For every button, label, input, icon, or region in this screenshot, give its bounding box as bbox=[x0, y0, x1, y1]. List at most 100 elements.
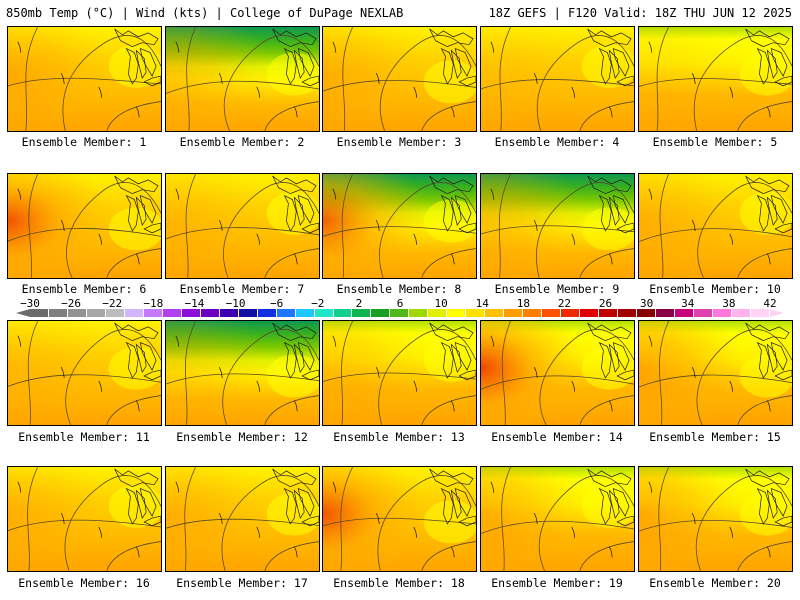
ensemble-member-caption: Ensemble Member: 6 bbox=[5, 282, 163, 296]
ensemble-member-caption: Ensemble Member: 4 bbox=[478, 135, 636, 149]
temperature-field bbox=[8, 27, 161, 131]
ensemble-member-caption: Ensemble Member: 13 bbox=[320, 430, 478, 444]
colorbar-swatch bbox=[257, 309, 277, 317]
colorbar-swatch bbox=[750, 309, 770, 317]
member-number: 10 bbox=[760, 282, 781, 296]
colorbar-swatch bbox=[712, 309, 732, 317]
member-label: Ensemble Member: bbox=[336, 282, 448, 296]
colorbar-swatch bbox=[219, 309, 239, 317]
colorbar-swatch bbox=[371, 309, 391, 317]
colorbar-swatch bbox=[200, 309, 220, 317]
colorbar-swatch bbox=[333, 309, 353, 317]
ensemble-member-map[interactable] bbox=[638, 320, 793, 426]
ensemble-member-caption: Ensemble Member: 16 bbox=[5, 576, 163, 590]
temperature-field bbox=[639, 321, 792, 425]
colorbar-swatch bbox=[466, 309, 486, 317]
ensemble-member-caption: Ensemble Member: 8 bbox=[320, 282, 478, 296]
temperature-field bbox=[8, 174, 161, 278]
temperature-field bbox=[8, 321, 161, 425]
colorbar-swatch bbox=[48, 309, 68, 317]
member-number: 13 bbox=[444, 430, 465, 444]
colorbar-swatch bbox=[447, 309, 467, 317]
ensemble-member-map[interactable] bbox=[7, 320, 162, 426]
member-label: Ensemble Member: bbox=[336, 135, 448, 149]
colorbar-tick-label: −14 bbox=[184, 297, 205, 310]
temperature-field bbox=[323, 467, 476, 571]
colorbar-swatch bbox=[352, 309, 372, 317]
ensemble-member-map[interactable] bbox=[7, 173, 162, 279]
colorbar-swatch bbox=[181, 309, 201, 317]
ensemble-member-map[interactable] bbox=[165, 173, 320, 279]
colorbar-max-arrow bbox=[770, 309, 784, 317]
colorbar-tick-label: 10 bbox=[434, 297, 448, 310]
ensemble-member-map[interactable] bbox=[638, 466, 793, 572]
ensemble-member-map[interactable] bbox=[165, 466, 320, 572]
temperature-field bbox=[166, 321, 319, 425]
member-label: Ensemble Member: bbox=[649, 282, 760, 296]
colorbar-swatch bbox=[314, 309, 334, 317]
member-number: 7 bbox=[290, 282, 305, 296]
member-label: Ensemble Member: bbox=[333, 576, 444, 590]
member-number: 15 bbox=[760, 430, 781, 444]
ensemble-member-caption: Ensemble Member: 3 bbox=[320, 135, 478, 149]
ensemble-member-caption: Ensemble Member: 2 bbox=[163, 135, 321, 149]
colorbar-swatch bbox=[542, 309, 562, 317]
colorbar-swatch bbox=[276, 309, 296, 317]
colorbar-tick-label: 18 bbox=[516, 297, 530, 310]
ensemble-member-map[interactable] bbox=[638, 26, 793, 132]
colorbar-swatch bbox=[693, 309, 713, 317]
colorbar-tick-label: −6 bbox=[270, 297, 284, 310]
colorbar-tick-label: −30 bbox=[20, 297, 40, 310]
colorbar-tick-label: −10 bbox=[225, 297, 246, 310]
member-number: 1 bbox=[132, 135, 147, 149]
ensemble-member-caption: Ensemble Member: 19 bbox=[478, 576, 636, 590]
ensemble-member-caption: Ensemble Member: 12 bbox=[163, 430, 321, 444]
ensemble-member-map[interactable] bbox=[7, 466, 162, 572]
member-number: 19 bbox=[602, 576, 623, 590]
member-label: Ensemble Member: bbox=[491, 576, 602, 590]
ensemble-member-map[interactable] bbox=[322, 173, 477, 279]
colorbar-tick-labels: −30 −26 −22 −18 −14 −10 −6 −2 2 6 10 14 18 22 26 30 34 38… bbox=[20, 297, 777, 310]
temperature-field bbox=[8, 467, 161, 571]
ensemble-member-map[interactable] bbox=[480, 173, 635, 279]
ensemble-member-map[interactable] bbox=[322, 26, 477, 132]
colorbar-swatch bbox=[124, 309, 144, 317]
ensemble-member-map[interactable] bbox=[480, 26, 635, 132]
ensemble-member-caption: Ensemble Member: 17 bbox=[163, 576, 321, 590]
ensemble-member-map[interactable] bbox=[165, 320, 320, 426]
member-label: Ensemble Member: bbox=[18, 430, 129, 444]
ensemble-member-map[interactable] bbox=[7, 26, 162, 132]
member-number: 4 bbox=[605, 135, 620, 149]
member-label: Ensemble Member: bbox=[649, 576, 760, 590]
ensemble-member-caption: Ensemble Member: 1 bbox=[5, 135, 163, 149]
member-number: 8 bbox=[447, 282, 462, 296]
ensemble-member-map[interactable] bbox=[480, 320, 635, 426]
temperature-field bbox=[481, 174, 634, 278]
temperature-field bbox=[639, 174, 792, 278]
ensemble-member-map[interactable] bbox=[165, 26, 320, 132]
ensemble-member-caption: Ensemble Member: 7 bbox=[163, 282, 321, 296]
member-number: 11 bbox=[129, 430, 150, 444]
colorbar-swatch bbox=[655, 309, 675, 317]
ensemble-member-map[interactable] bbox=[322, 466, 477, 572]
member-label: Ensemble Member: bbox=[494, 282, 606, 296]
colorbar-tick-label: 42 bbox=[763, 297, 777, 310]
ensemble-member-caption: Ensemble Member: 11 bbox=[5, 430, 163, 444]
product-title: 850mb Temp (°C) | Wind (kts) | College o… bbox=[6, 6, 404, 20]
colorbar-swatch bbox=[390, 309, 410, 317]
colorbar-swatch bbox=[67, 309, 87, 317]
ensemble-member-map[interactable] bbox=[322, 320, 477, 426]
member-number: 17 bbox=[287, 576, 308, 590]
ensemble-member-map[interactable] bbox=[638, 173, 793, 279]
colorbar-tick-label: 34 bbox=[681, 297, 695, 310]
colorbar-swatch bbox=[561, 309, 581, 317]
member-number: 5 bbox=[763, 135, 778, 149]
temperature-field bbox=[166, 174, 319, 278]
colorbar-swatch bbox=[504, 309, 524, 317]
member-number: 18 bbox=[444, 576, 465, 590]
ensemble-member-map[interactable] bbox=[480, 466, 635, 572]
ensemble-member-caption: Ensemble Member: 14 bbox=[478, 430, 636, 444]
colorbar-tick-label: 14 bbox=[475, 297, 489, 310]
colorbar-swatch bbox=[618, 309, 637, 317]
ensemble-member-caption: Ensemble Member: 5 bbox=[636, 135, 794, 149]
